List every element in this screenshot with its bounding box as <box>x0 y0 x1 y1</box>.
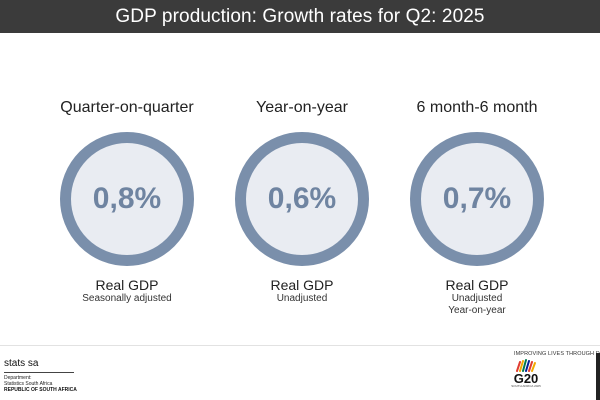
g20-label: G20 <box>513 371 539 386</box>
stats-sa-logo: stats sa Department: Statistics South Af… <box>4 358 94 393</box>
brand-country: REPUBLIC OF SOUTH AFRICA <box>4 387 77 393</box>
metric-value: 0,8% <box>92 182 162 215</box>
g20-logo: G20 SOUTH AFRICA 2025 <box>506 358 546 398</box>
metric-label: Real GDP <box>270 277 334 293</box>
brand-rule <box>4 372 74 373</box>
metric-heading: 6 month-6 month <box>416 99 538 116</box>
metric-sub-label: Unadjusted <box>276 293 328 304</box>
metric-quarter-on-quarter: Quarter-on-quarter 0,8% Real GDP Seasona… <box>52 97 202 305</box>
metric-label: Real GDP <box>445 277 509 293</box>
metric-sub-label-2: Year-on-year <box>448 305 506 316</box>
metric-ring: 0,7% <box>410 132 544 266</box>
brand-org: Statistics South Africa <box>4 381 53 387</box>
metric-value: 0,7% <box>442 182 512 215</box>
footer-divider <box>0 345 600 346</box>
header-bar: GDP production: Growth rates for Q2: 202… <box>0 0 600 33</box>
brand-name: stats sa <box>4 358 39 369</box>
metric-heading: Quarter-on-quarter <box>60 99 194 116</box>
tagline: IMPROVING LIVES THROUGH DATA ECOSYSTEMS <box>514 351 600 357</box>
metric-value: 0,6% <box>267 182 337 215</box>
metric-sub-label: Unadjusted <box>451 293 503 304</box>
g20-emblem-icon <box>516 359 536 372</box>
edge-bar <box>596 353 600 400</box>
page-title: GDP production: Growth rates for Q2: 202… <box>115 5 485 27</box>
metric-6-month-6-month: 6 month-6 month 0,7% Real GDP Unadjusted… <box>402 97 552 317</box>
metric-sub-label: Seasonally adjusted <box>82 293 172 304</box>
g20-sub-label: SOUTH AFRICA 2025 <box>511 384 541 388</box>
metric-label: Real GDP <box>95 277 159 293</box>
metric-ring: 0,8% <box>60 132 194 266</box>
metric-year-on-year: Year-on-year 0,6% Real GDP Unadjusted <box>227 97 377 305</box>
metric-ring: 0,6% <box>235 132 369 266</box>
brand-department: Department: <box>4 375 32 381</box>
metric-heading: Year-on-year <box>256 99 348 116</box>
